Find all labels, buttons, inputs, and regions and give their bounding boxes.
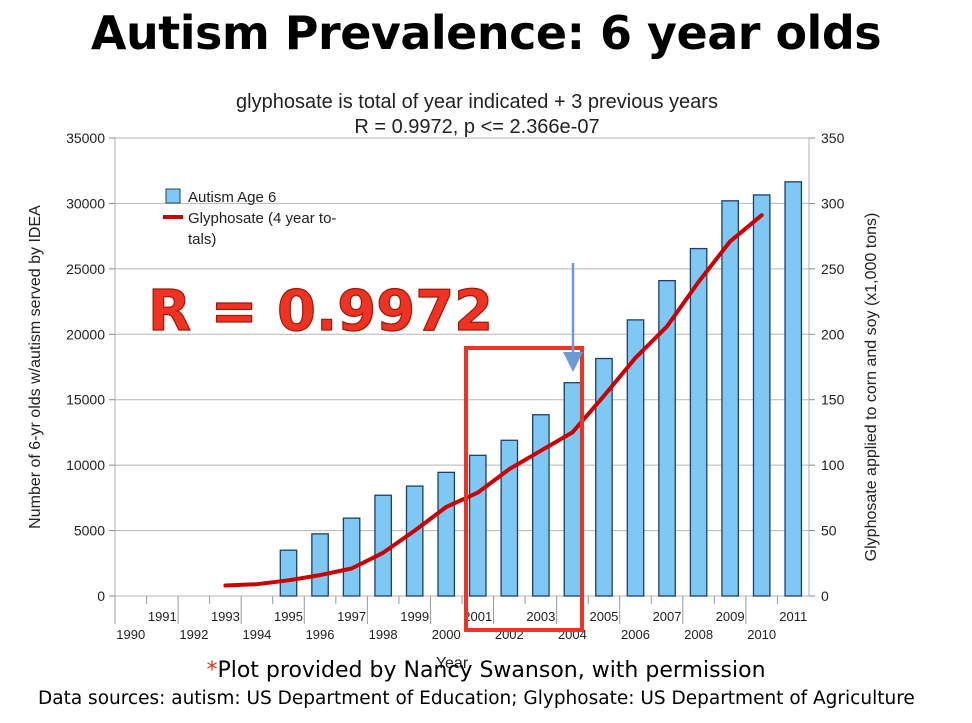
x-tick-label: 1993 [211,609,240,624]
x-tick-label: 1990 [116,627,145,642]
y-left-axis-label: Number of 6-yr olds w/autism served by I… [27,205,44,529]
x-tick-label: 2000 [432,627,461,642]
autism-bar [500,439,519,597]
y-right-tick-label: 250 [821,261,845,277]
y-right-tick-label: 100 [821,457,845,473]
autism-bar [311,533,329,597]
y-left-tick-label: 10000 [66,457,105,473]
x-tick-label: 1997 [337,609,366,624]
y-right-tick-label: 200 [821,326,845,342]
autism-bar [437,471,456,597]
autism-bar [626,319,645,597]
credit-star: * [206,658,218,683]
y-left-tick-label: 35000 [66,130,105,146]
credit-line: *Plot provided by Nancy Swanson, with pe… [0,658,972,683]
autism-bar [658,279,676,597]
y-left-tick-label: 0 [97,588,105,604]
legend-label-autism: Autism Age 6 [188,189,276,206]
x-tick-label: 1995 [274,609,303,624]
r-value-annotation: R = 0.9972 [148,279,493,344]
chart-title-line: R = 0.9972, p <= 2.366e-07 [354,116,599,138]
highlight-box [464,346,584,632]
x-tick-label: 2008 [684,627,713,642]
autism-bar [342,517,361,597]
y-right-tick-label: 300 [821,195,845,211]
glyphosate-line [223,213,764,588]
x-tick-label: 2005 [589,609,618,624]
y-left-tick-label: 15000 [66,392,105,408]
x-tick-label: 2007 [653,609,682,624]
x-tick-label: 2011 [779,609,807,624]
y-right-tick-label: 350 [821,130,845,146]
credit-text: Plot provided by Nancy Swanson, with per… [217,658,766,683]
x-tick-label: 1994 [242,627,271,642]
data-sources: Data sources: autism: US Department of E… [38,688,915,709]
page-title: Autism Prevalence: 6 year olds [90,6,882,60]
x-tick-label: 2010 [747,627,776,642]
y-right-tick-label: 0 [821,588,829,604]
autism-bar [721,200,739,597]
autism-bar [532,414,550,597]
x-tick-label: 2006 [621,627,650,642]
legend-swatch-autism [165,188,181,204]
autism-bar [468,454,487,597]
x-tick-label: 2001 [463,609,492,624]
legend-label-glyphosate: Glyphosate (4 year to- [188,210,336,227]
arrow-head-icon [563,352,583,372]
autism-bar [595,357,613,597]
autism-bar [563,382,582,597]
autism-bar [279,549,298,597]
autism-bar [374,494,392,597]
x-tick-label: 1998 [369,627,398,642]
autism-bar [405,485,424,597]
y-right-tick-label: 150 [821,392,845,408]
x-tick-label: 1996 [306,627,335,642]
y-left-tick-label: 5000 [74,523,105,539]
x-axis-label: Year [436,655,469,672]
y-left-tick-label: 30000 [66,195,105,211]
autism-bar [784,181,803,597]
x-tick-label: 2009 [716,609,745,624]
x-tick-label: 1992 [179,627,208,642]
chart-title-line: glyphosate is total of year indicated + … [236,91,718,113]
x-tick-label: 1991 [148,609,177,624]
x-tick-label: 1999 [400,609,429,624]
y-right-axis-label: Glyphosate applied to corn and soy (x1,0… [863,213,880,562]
y-right-tick-label: 50 [821,523,837,539]
autism-bar [689,247,708,597]
x-tick-label: 2003 [526,609,555,624]
legend-label-glyphosate-cont: tals) [188,231,216,248]
y-left-tick-label: 20000 [66,326,105,342]
y-left-tick-label: 25000 [66,261,105,277]
autism-bar [752,194,771,597]
